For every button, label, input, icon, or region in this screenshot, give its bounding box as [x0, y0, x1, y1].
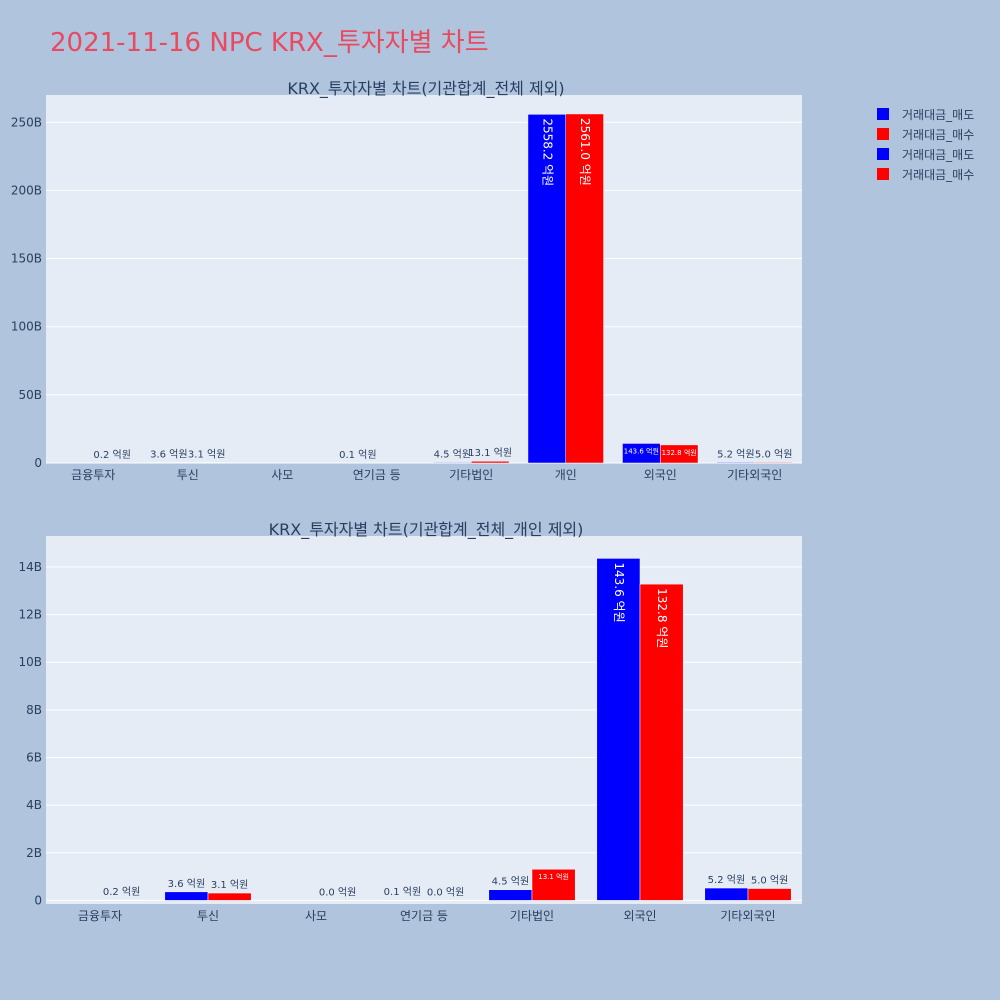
- x-tick-label: 금융투자: [71, 468, 115, 482]
- x-tick-label: 투신: [197, 909, 219, 923]
- y-tick-label: 10B: [18, 655, 42, 669]
- x-tick-label: 기타외국인: [727, 468, 782, 482]
- x-tick-label: 외국인: [644, 468, 677, 482]
- x-tick-label: 사모: [305, 909, 327, 923]
- data-label: 3.6 억원: [168, 878, 205, 890]
- data-label: 13.1 억원: [468, 447, 512, 459]
- x-tick-label: 기타외국인: [720, 909, 775, 923]
- bar-buy: [747, 888, 792, 901]
- x-tick-label: 사모: [271, 468, 293, 482]
- bar-buy: [639, 583, 684, 901]
- data-label: 5.2 억원: [708, 874, 745, 886]
- data-label: 0.2 억원: [93, 449, 130, 461]
- data-label: 0.0 억원: [427, 886, 464, 898]
- y-tick-label: 12B: [18, 608, 42, 622]
- legend-swatch: [877, 108, 889, 120]
- bar-sell: [164, 891, 209, 901]
- bar-buy: [531, 868, 576, 901]
- legend-label: 거래대금_매도: [902, 108, 974, 122]
- plot-area: [46, 95, 802, 463]
- data-label: 5.0 억원: [751, 875, 788, 887]
- data-label: 4.5 억원: [434, 448, 471, 460]
- y-tick-label: 2B: [26, 846, 42, 860]
- data-label: 5.0 억원: [755, 448, 792, 460]
- chart-title: KRX_투자자별 차트(기관합계_전체_개인 제외): [269, 520, 584, 540]
- y-tick-label: 100B: [11, 320, 42, 334]
- bar-buy: [207, 892, 252, 901]
- data-label: 3.6 억원: [150, 449, 187, 461]
- page-title: 2021-11-16 NPC KRX_투자자별 차트: [50, 28, 489, 58]
- data-label: 3.1 억원: [188, 449, 225, 461]
- y-tick-label: 0: [34, 893, 42, 907]
- chart-1: 0 50B 100B 150B 200B 250B KRX_투자자별 차트(기관합계_전체 …: [11, 79, 802, 482]
- data-label: 0.1 억원: [339, 449, 376, 461]
- data-label: 0.1 억원: [384, 886, 421, 898]
- x-tick-label: 연기금 등: [353, 468, 401, 482]
- data-label: 143.6 억원: [624, 446, 659, 455]
- bar-sell: [433, 462, 472, 464]
- bar-sell: [716, 462, 756, 464]
- y-tick-label: 0: [34, 456, 42, 470]
- data-label: 0.0 억원: [319, 886, 356, 898]
- bar-sell: [488, 889, 533, 901]
- x-tick-label: 개인: [555, 468, 577, 482]
- data-label: 2558.2 억원: [540, 118, 554, 186]
- y-tick-label: 8B: [26, 703, 42, 717]
- x-tick-label: 연기금 등: [400, 909, 448, 923]
- y-tick-label: 6B: [26, 751, 42, 765]
- data-label: 3.1 억원: [211, 879, 248, 891]
- data-label: 4.5 억원: [492, 876, 529, 888]
- x-tick-label: 기타법인: [510, 909, 554, 923]
- y-tick-label: 150B: [11, 252, 42, 266]
- plot-area: [46, 536, 802, 904]
- chart-title: KRX_투자자별 차트(기관합계_전체 제외): [287, 79, 564, 99]
- data-label: 0.2 억원: [103, 886, 140, 898]
- y-tick-label: 4B: [26, 798, 42, 812]
- legend-swatch: [877, 128, 889, 140]
- bar-buy: [660, 444, 699, 464]
- bar-sell: [596, 558, 641, 901]
- data-label: 132.8 억원: [655, 588, 669, 648]
- bar-buy: [565, 113, 604, 464]
- x-tick-label: 투신: [177, 468, 199, 482]
- data-label: 2561.0 억원: [578, 118, 592, 186]
- y-tick-label: 250B: [11, 115, 42, 129]
- y-tick-label: 14B: [18, 560, 42, 574]
- x-tick-label: 금융투자: [78, 909, 122, 923]
- bar-buy: [471, 460, 510, 464]
- x-tick-label: 외국인: [623, 909, 656, 923]
- chart-2: 0 2B 4B 6B 8B 10B 12B 14B KRX_투자자별 차트(기관합계_전체_개인…: [18, 520, 802, 923]
- data-label: 5.2 억원: [717, 448, 754, 460]
- bar-sell: [704, 887, 749, 901]
- data-label: 132.8 억원: [662, 448, 697, 457]
- legend-label: 거래대금_매도: [902, 148, 974, 162]
- legend-swatch: [877, 148, 889, 160]
- y-tick-label: 50B: [18, 388, 42, 402]
- data-label: 13.1 억원: [538, 872, 569, 881]
- legend-label: 거래대금_매수: [902, 128, 974, 142]
- bar-buy: [754, 462, 793, 464]
- legend-swatch: [877, 168, 889, 180]
- data-label: 143.6 억원: [612, 562, 626, 622]
- x-tick-label: 기타법인: [449, 468, 493, 482]
- y-tick-label: 200B: [11, 183, 42, 197]
- legend-label: 거래대금_매수: [902, 168, 974, 182]
